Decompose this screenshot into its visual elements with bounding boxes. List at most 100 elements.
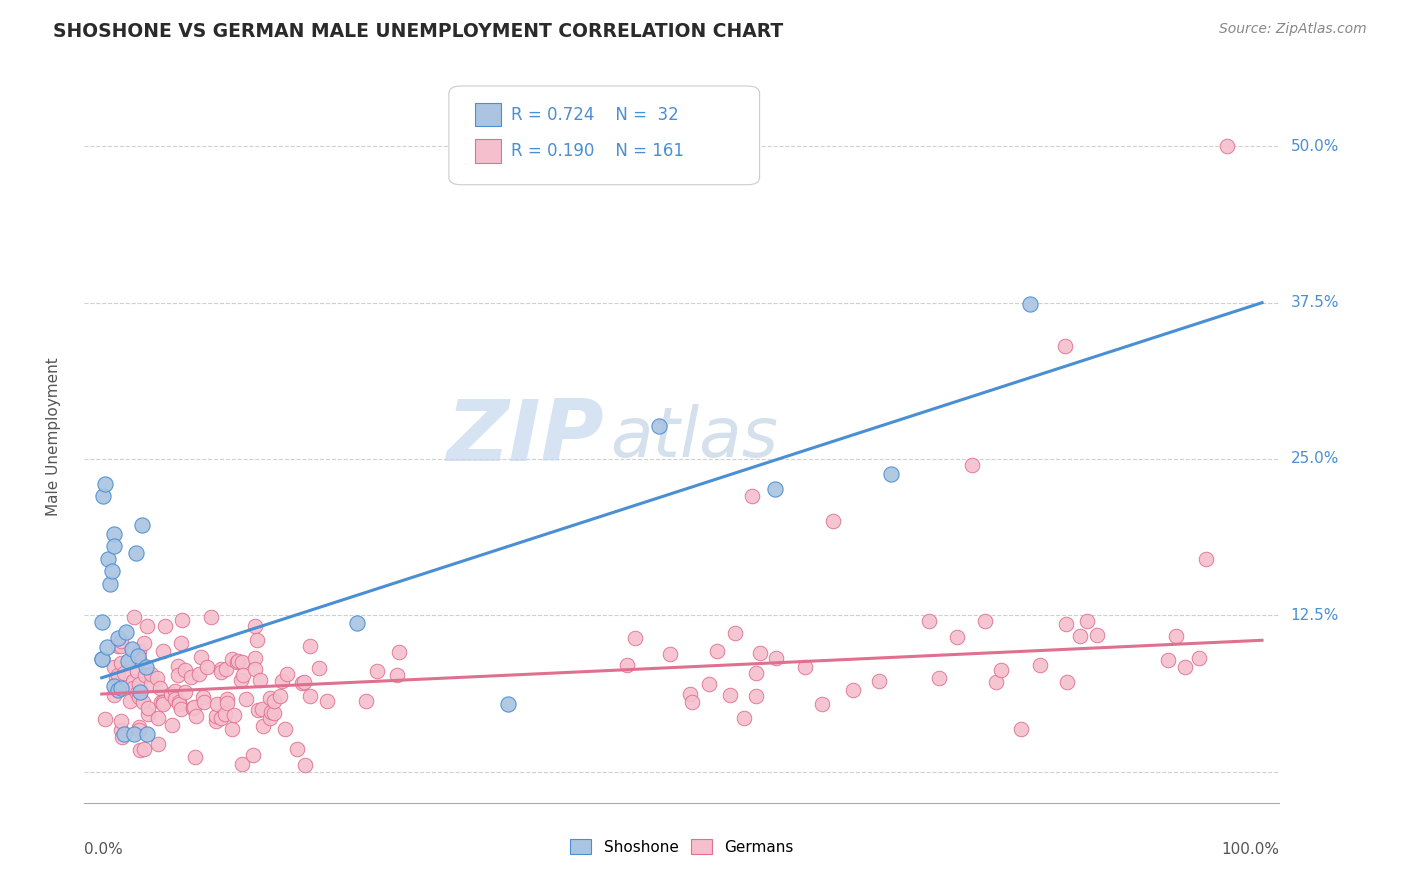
Text: 0.0%: 0.0% [84, 842, 124, 856]
Point [1188, 651, 1211, 665]
Point [128, 652, 150, 666]
Point [134, 636, 156, 650]
Point [724, 626, 747, 640]
Point [226, 654, 249, 668]
Point [103, 527, 125, 541]
Point [868, 674, 890, 689]
Point [207, 697, 229, 711]
Point [170, 702, 193, 716]
Point [387, 668, 409, 682]
Point [167, 697, 190, 711]
Point [246, 633, 269, 648]
Point [193, 696, 215, 710]
Point [110, 656, 132, 670]
Point [191, 690, 214, 704]
Point [960, 458, 983, 473]
Point [973, 614, 995, 628]
Point [794, 659, 817, 673]
FancyBboxPatch shape [449, 86, 759, 185]
Point [263, 706, 285, 720]
Point [163, 683, 186, 698]
Point [101, 565, 124, 579]
Point [135, 659, 157, 673]
Point [128, 690, 150, 705]
Point [232, 668, 254, 682]
Point [165, 691, 187, 706]
Point [132, 695, 155, 709]
Point [127, 648, 149, 663]
Point [623, 631, 645, 645]
Point [681, 695, 703, 709]
FancyBboxPatch shape [475, 103, 502, 127]
Point [184, 709, 207, 723]
Point [246, 703, 269, 717]
Point [104, 671, 127, 685]
Point [748, 646, 770, 660]
Text: 37.5%: 37.5% [1291, 295, 1339, 310]
Point [110, 634, 132, 648]
Point [107, 631, 129, 645]
Point [100, 577, 122, 591]
Point [103, 660, 125, 674]
Point [160, 687, 183, 701]
Point [209, 711, 232, 725]
Point [880, 467, 903, 481]
Point [243, 662, 266, 676]
Point [183, 699, 205, 714]
Point [242, 748, 264, 763]
Point [209, 662, 232, 676]
Point [195, 659, 218, 673]
Point [1019, 297, 1042, 311]
Point [274, 722, 297, 736]
Point [121, 674, 143, 689]
Point [1174, 660, 1197, 674]
Point [214, 706, 236, 721]
Point [94, 477, 117, 491]
Point [190, 650, 212, 665]
Point [91, 652, 114, 666]
Point [200, 610, 222, 624]
Text: 25.0%: 25.0% [1291, 451, 1339, 467]
Point [152, 644, 174, 658]
Point [170, 613, 193, 627]
Point [134, 668, 156, 682]
Point [706, 644, 728, 658]
Point [1164, 629, 1187, 643]
Point [181, 701, 204, 715]
Point [180, 670, 202, 684]
Point [1085, 628, 1108, 642]
FancyBboxPatch shape [475, 139, 502, 163]
Text: SHOSHONE VS GERMAN MALE UNEMPLOYMENT CORRELATION CHART: SHOSHONE VS GERMAN MALE UNEMPLOYMENT COR… [53, 22, 783, 41]
Point [658, 647, 681, 661]
Point [1010, 722, 1032, 736]
Point [139, 677, 162, 691]
Point [167, 667, 190, 681]
Point [215, 662, 238, 676]
Point [744, 665, 766, 680]
Point [91, 615, 114, 629]
Point [697, 677, 720, 691]
Point [285, 741, 308, 756]
Text: R = 0.724    N =  32: R = 0.724 N = 32 [510, 105, 679, 123]
Point [128, 720, 150, 734]
Point [986, 675, 1008, 690]
Point [188, 666, 211, 681]
Point [152, 696, 174, 710]
Point [918, 614, 941, 628]
Point [243, 618, 266, 632]
Point [354, 694, 377, 708]
Point [1069, 629, 1091, 643]
Text: atlas: atlas [610, 403, 778, 471]
Point [170, 636, 193, 650]
Point [120, 694, 142, 708]
Point [107, 639, 129, 653]
Point [111, 731, 134, 745]
Point [110, 714, 132, 728]
Point [129, 685, 152, 699]
Point [183, 750, 205, 764]
Point [103, 679, 125, 693]
Point [733, 711, 755, 725]
Point [122, 727, 145, 741]
Point [129, 742, 152, 756]
Point [204, 709, 226, 723]
